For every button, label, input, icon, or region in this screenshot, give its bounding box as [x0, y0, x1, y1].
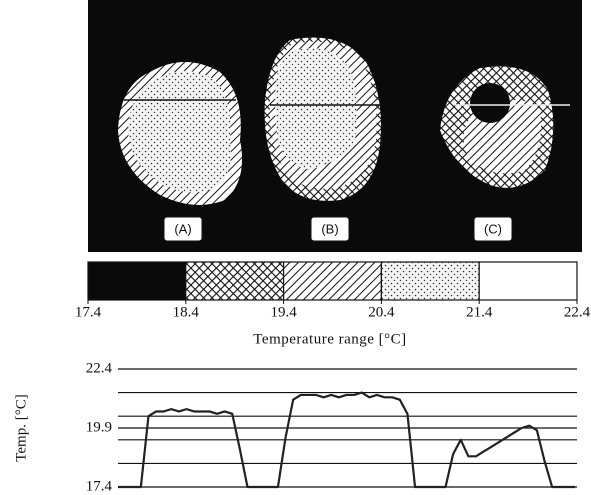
temperature-line	[118, 391, 575, 489]
label-box	[310, 216, 350, 242]
colorbar-segment	[478, 261, 578, 301]
colorbar-segment	[380, 261, 480, 301]
panel-label: (B)	[321, 221, 338, 236]
colorbar-tick-label: 22.4	[564, 304, 591, 320]
panel-label: (C)	[484, 221, 502, 236]
label-box	[473, 216, 513, 242]
y-tick-label: 22.4	[86, 360, 113, 376]
y-tick-label: 19.9	[86, 419, 112, 435]
y-tick-label: 17.4	[86, 478, 113, 494]
colorbar-tick-label: 20.4	[368, 304, 395, 320]
label-box	[163, 216, 203, 242]
blob-c	[440, 66, 570, 188]
colorbar-label: Temperature range [°C]	[253, 331, 406, 347]
y-axis-label: Temp. [°C]	[13, 394, 29, 461]
colorbar-tick-label: 19.4	[270, 304, 297, 320]
blob-a	[118, 62, 243, 205]
blob-b	[264, 37, 382, 201]
panel-label: (A)	[174, 221, 191, 236]
colorbar-segment	[283, 261, 383, 301]
colorbar-tick-label: 18.4	[173, 304, 200, 320]
colorbar-tick-label: 17.4	[75, 304, 102, 320]
colorbar-segment	[87, 261, 187, 301]
colorbar-segment	[185, 261, 285, 301]
colorbar-tick-label: 21.4	[466, 304, 493, 320]
